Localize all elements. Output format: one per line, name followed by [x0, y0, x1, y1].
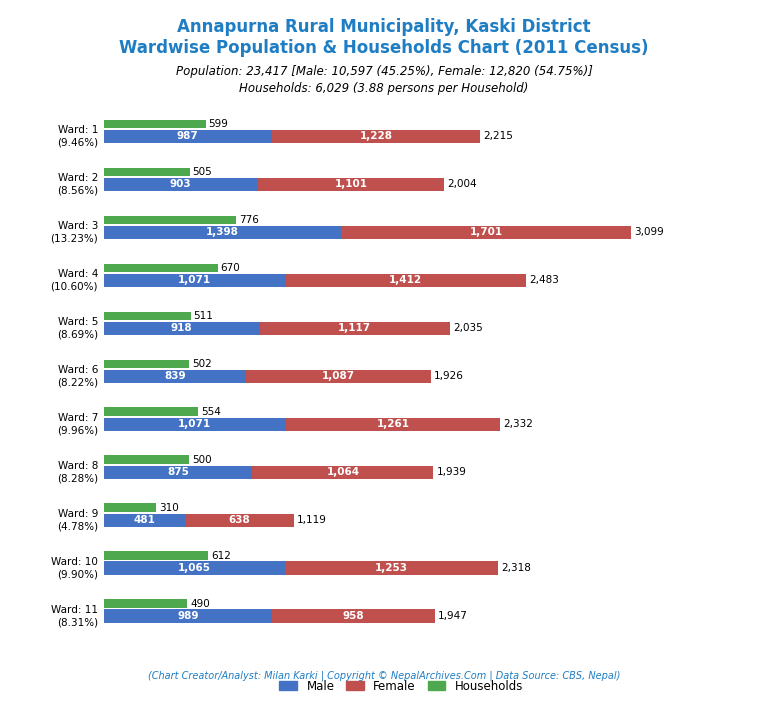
- Bar: [104, 466, 253, 479]
- Bar: [104, 130, 272, 143]
- Text: 2,318: 2,318: [501, 563, 531, 573]
- Text: 989: 989: [177, 611, 198, 621]
- Text: 1,947: 1,947: [438, 611, 468, 621]
- Bar: [104, 178, 257, 191]
- Text: 1,087: 1,087: [323, 371, 356, 381]
- Bar: [260, 322, 450, 335]
- Text: 1,412: 1,412: [389, 275, 422, 285]
- Text: 1,065: 1,065: [177, 563, 210, 573]
- Text: 2,035: 2,035: [453, 323, 482, 333]
- Text: 1,064: 1,064: [326, 467, 359, 477]
- Bar: [257, 178, 445, 191]
- Text: 670: 670: [220, 263, 240, 273]
- Bar: [286, 273, 526, 287]
- Text: 1,261: 1,261: [376, 420, 409, 430]
- Bar: [104, 273, 286, 287]
- Bar: [104, 312, 190, 320]
- Text: 505: 505: [193, 167, 213, 177]
- Text: 481: 481: [134, 515, 155, 525]
- Text: 1,119: 1,119: [297, 515, 327, 525]
- Text: 875: 875: [167, 467, 189, 477]
- Bar: [104, 263, 217, 272]
- Bar: [272, 609, 435, 623]
- Text: Wardwise Population & Households Chart (2011 Census): Wardwise Population & Households Chart (…: [119, 39, 649, 57]
- Text: 1,701: 1,701: [469, 227, 502, 237]
- Text: 500: 500: [192, 455, 211, 465]
- Bar: [104, 599, 187, 608]
- Text: 599: 599: [209, 119, 229, 129]
- Bar: [247, 370, 431, 383]
- Bar: [104, 216, 236, 224]
- Bar: [186, 513, 294, 527]
- Bar: [104, 226, 342, 239]
- Bar: [104, 455, 189, 464]
- Text: 958: 958: [343, 611, 364, 621]
- Text: 918: 918: [171, 323, 193, 333]
- Bar: [104, 168, 190, 176]
- Bar: [104, 120, 206, 129]
- Text: 839: 839: [164, 371, 186, 381]
- Text: Households: 6,029 (3.88 persons per Household): Households: 6,029 (3.88 persons per Hous…: [240, 82, 528, 95]
- Text: Population: 23,417 [Male: 10,597 (45.25%), Female: 12,820 (54.75%)]: Population: 23,417 [Male: 10,597 (45.25%…: [176, 65, 592, 78]
- Text: 776: 776: [239, 215, 259, 225]
- Text: 1,071: 1,071: [178, 275, 211, 285]
- Text: 1,398: 1,398: [206, 227, 239, 237]
- Text: 310: 310: [160, 503, 179, 513]
- Text: 903: 903: [170, 180, 191, 190]
- Text: Annapurna Rural Municipality, Kaski District: Annapurna Rural Municipality, Kaski Dist…: [177, 18, 591, 36]
- Text: 638: 638: [229, 515, 250, 525]
- Text: 2,332: 2,332: [503, 420, 533, 430]
- Text: 1,117: 1,117: [338, 323, 372, 333]
- Bar: [104, 322, 260, 335]
- Bar: [342, 226, 631, 239]
- Bar: [104, 552, 208, 560]
- Text: 1,939: 1,939: [436, 467, 466, 477]
- Bar: [104, 609, 272, 623]
- Bar: [285, 562, 498, 575]
- Bar: [104, 370, 247, 383]
- Bar: [272, 130, 480, 143]
- Text: 1,253: 1,253: [375, 563, 408, 573]
- Bar: [286, 417, 500, 431]
- Text: 490: 490: [190, 599, 210, 608]
- Bar: [104, 408, 198, 416]
- Text: 2,004: 2,004: [448, 180, 477, 190]
- Text: 2,215: 2,215: [483, 131, 513, 141]
- Bar: [104, 417, 286, 431]
- Bar: [104, 359, 189, 368]
- Bar: [253, 466, 433, 479]
- Text: (Chart Creator/Analyst: Milan Karki | Copyright © NepalArchives.Com | Data Sourc: (Chart Creator/Analyst: Milan Karki | Co…: [147, 671, 621, 681]
- Text: 502: 502: [192, 359, 212, 368]
- Text: 987: 987: [177, 131, 198, 141]
- Bar: [104, 503, 157, 512]
- Text: 2,483: 2,483: [529, 275, 559, 285]
- Text: 1,101: 1,101: [334, 180, 367, 190]
- Text: 612: 612: [210, 551, 230, 561]
- Legend: Male, Female, Households: Male, Female, Households: [280, 679, 523, 692]
- Text: 1,071: 1,071: [178, 420, 211, 430]
- Text: 3,099: 3,099: [634, 227, 664, 237]
- Text: 1,926: 1,926: [434, 371, 464, 381]
- Bar: [104, 562, 285, 575]
- Text: 1,228: 1,228: [359, 131, 392, 141]
- Text: 554: 554: [201, 407, 221, 417]
- Bar: [104, 513, 186, 527]
- Text: 511: 511: [194, 311, 214, 321]
